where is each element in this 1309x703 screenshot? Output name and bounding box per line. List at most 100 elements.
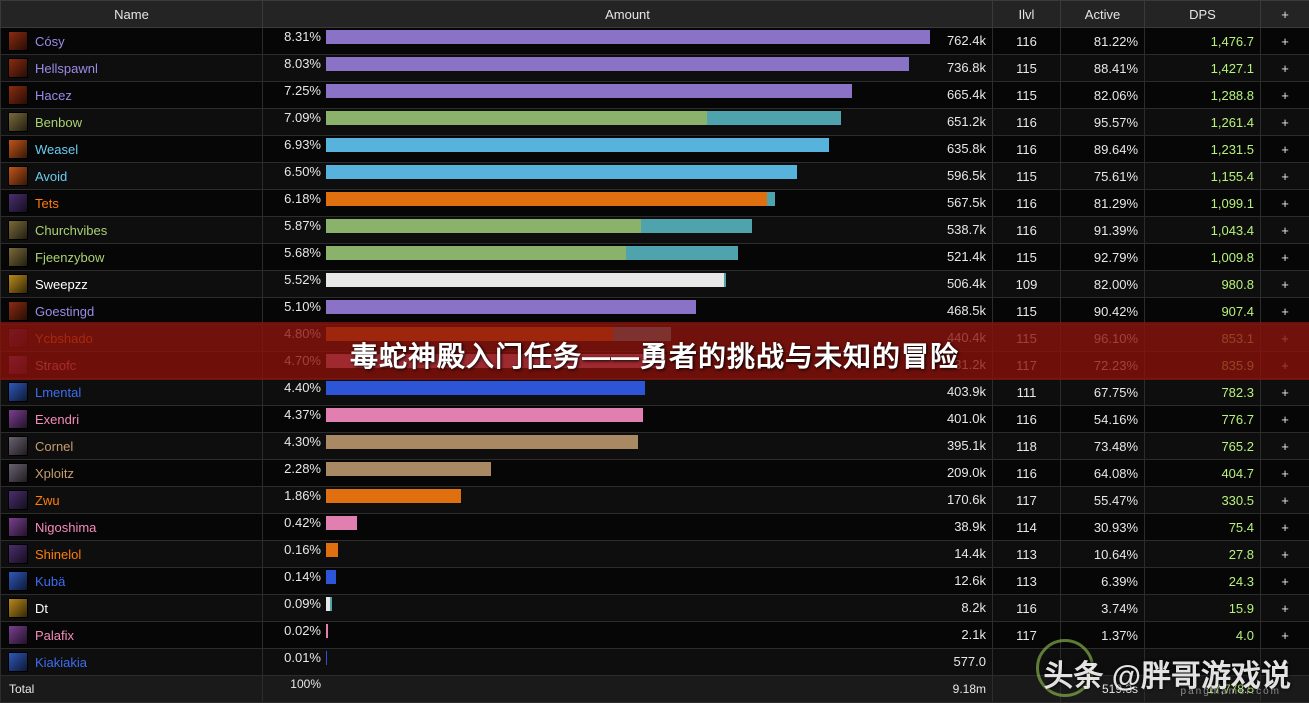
player-name[interactable]: Nigoshima xyxy=(35,519,97,535)
damage-percent: 0.01% xyxy=(284,650,321,666)
amount-cell: 7.25% 665.4k xyxy=(262,81,993,109)
damage-bar-segment xyxy=(326,623,328,638)
player-name-cell[interactable]: Hacez xyxy=(0,81,263,109)
player-name-cell[interactable]: Kiakiakia xyxy=(0,648,263,676)
add-button[interactable]: + xyxy=(1260,378,1309,406)
table-row[interactable]: Goestingd 5.10% 468.5k 115 90.42% 907.4 … xyxy=(0,297,1309,325)
add-button[interactable]: + xyxy=(1260,540,1309,568)
add-button[interactable]: + xyxy=(1260,513,1309,541)
player-name-cell[interactable]: Sweepzz xyxy=(0,270,263,298)
column-header-add[interactable]: + xyxy=(1260,0,1309,28)
add-button[interactable]: + xyxy=(1260,297,1309,325)
add-button[interactable]: + xyxy=(1260,81,1309,109)
table-row[interactable]: Sweepzz 5.52% 506.4k 109 82.00% 980.8 + xyxy=(0,270,1309,298)
player-name[interactable]: Cornel xyxy=(35,438,74,454)
player-name-cell[interactable]: Benbow xyxy=(0,108,263,136)
player-name-cell[interactable]: Fjeenzybow xyxy=(0,243,263,271)
player-name-cell[interactable]: Churchvibes xyxy=(0,216,263,244)
add-button[interactable]: + xyxy=(1260,216,1309,244)
player-name-cell[interactable]: Nigoshima xyxy=(0,513,263,541)
player-name-cell[interactable]: Cósy xyxy=(0,27,263,55)
table-row[interactable]: Exendri 4.37% 401.0k 116 54.16% 776.7 + xyxy=(0,405,1309,433)
table-row[interactable]: Cósy 8.31% 762.4k 116 81.22% 1,476.7 + xyxy=(0,27,1309,55)
player-name-cell[interactable]: Xploitz xyxy=(0,459,263,487)
player-name-cell[interactable]: Weasel xyxy=(0,135,263,163)
player-name[interactable]: Shinelol xyxy=(35,546,82,562)
column-header-dps[interactable]: DPS xyxy=(1144,0,1261,28)
add-button[interactable]: + xyxy=(1260,189,1309,217)
column-header-ilvl[interactable]: Ilvl xyxy=(992,0,1061,28)
player-name[interactable]: Hacez xyxy=(35,87,72,103)
add-button[interactable]: + xyxy=(1260,243,1309,271)
add-button[interactable]: + xyxy=(1260,54,1309,82)
player-name[interactable]: Avoid xyxy=(35,168,68,184)
table-row[interactable]: Cornel 4.30% 395.1k 118 73.48% 765.2 + xyxy=(0,432,1309,460)
player-name[interactable]: Tets xyxy=(35,195,59,211)
add-button[interactable]: + xyxy=(1260,108,1309,136)
table-row[interactable]: Churchvibes 5.87% 538.7k 116 91.39% 1,04… xyxy=(0,216,1309,244)
player-name-cell[interactable]: Dt xyxy=(0,594,263,622)
table-row[interactable]: Benbow 7.09% 651.2k 116 95.57% 1,261.4 + xyxy=(0,108,1309,136)
player-name-cell[interactable]: Tets xyxy=(0,189,263,217)
column-header-name[interactable]: Name xyxy=(0,0,263,28)
player-name[interactable]: Exendri xyxy=(35,411,80,427)
player-name[interactable]: Lmental xyxy=(35,384,82,400)
player-name[interactable]: Xploitz xyxy=(35,465,75,481)
table-row[interactable]: Palafix 0.02% 2.1k 117 1.37% 4.0 + xyxy=(0,621,1309,649)
table-row[interactable]: Nigoshima 0.42% 38.9k 114 30.93% 75.4 + xyxy=(0,513,1309,541)
damage-amount: 8.2k xyxy=(961,600,986,615)
add-button[interactable]: + xyxy=(1260,135,1309,163)
add-button[interactable]: + xyxy=(1260,27,1309,55)
add-button[interactable]: + xyxy=(1260,486,1309,514)
dps-value: 782.3 xyxy=(1144,378,1261,406)
add-button[interactable]: + xyxy=(1260,594,1309,622)
column-header-active[interactable]: Active xyxy=(1060,0,1145,28)
player-name-cell[interactable]: Cornel xyxy=(0,432,263,460)
table-row[interactable]: Weasel 6.93% 635.8k 116 89.64% 1,231.5 + xyxy=(0,135,1309,163)
table-row[interactable]: Hacez 7.25% 665.4k 115 82.06% 1,288.8 + xyxy=(0,81,1309,109)
player-name[interactable]: Zwu xyxy=(35,492,60,508)
add-button[interactable]: + xyxy=(1260,621,1309,649)
table-row[interactable]: Fjeenzybow 5.68% 521.4k 115 92.79% 1,009… xyxy=(0,243,1309,271)
add-button[interactable]: + xyxy=(1260,432,1309,460)
table-row[interactable]: Hellspawnl 8.03% 736.8k 115 88.41% 1,427… xyxy=(0,54,1309,82)
player-name[interactable]: Fjeenzybow xyxy=(35,249,105,265)
player-name-cell[interactable]: Exendri xyxy=(0,405,263,433)
table-row[interactable]: Avoid 6.50% 596.5k 115 75.61% 1,155.4 + xyxy=(0,162,1309,190)
player-name-cell[interactable]: Palafix xyxy=(0,621,263,649)
player-name[interactable]: Kubä xyxy=(35,573,66,589)
player-name[interactable]: Cósy xyxy=(35,33,65,49)
add-button[interactable]: + xyxy=(1260,405,1309,433)
table-row[interactable]: Xploitz 2.28% 209.0k 116 64.08% 404.7 + xyxy=(0,459,1309,487)
player-name[interactable]: Weasel xyxy=(35,141,79,157)
player-name[interactable]: Sweepzz xyxy=(35,276,88,292)
player-name[interactable]: Kiakiakia xyxy=(35,654,88,670)
player-name-cell[interactable]: Goestingd xyxy=(0,297,263,325)
player-name[interactable]: Benbow xyxy=(35,114,82,130)
player-name-cell[interactable]: Kubä xyxy=(0,567,263,595)
player-name-cell[interactable]: Hellspawnl xyxy=(0,54,263,82)
column-header-amount[interactable]: Amount xyxy=(262,0,993,28)
table-row[interactable]: Dt 0.09% 8.2k 116 3.74% 15.9 + xyxy=(0,594,1309,622)
damage-percent: 2.28% xyxy=(284,461,321,477)
player-name[interactable]: Goestingd xyxy=(35,303,95,319)
player-name[interactable]: Palafix xyxy=(35,627,75,643)
damage-percent: 0.02% xyxy=(284,623,321,639)
add-button[interactable]: + xyxy=(1260,459,1309,487)
add-button[interactable]: + xyxy=(1260,270,1309,298)
table-row[interactable]: Shinelol 0.16% 14.4k 113 10.64% 27.8 + xyxy=(0,540,1309,568)
player-name-cell[interactable]: Shinelol xyxy=(0,540,263,568)
table-row[interactable]: Kubä 0.14% 12.6k 113 6.39% 24.3 + xyxy=(0,567,1309,595)
table-row[interactable]: Tets 6.18% 567.5k 116 81.29% 1,099.1 + xyxy=(0,189,1309,217)
player-name[interactable]: Dt xyxy=(35,600,48,616)
player-name-cell[interactable]: Zwu xyxy=(0,486,263,514)
table-row[interactable]: Lmental 4.40% 403.9k 111 67.75% 782.3 + xyxy=(0,378,1309,406)
add-button[interactable]: + xyxy=(1260,567,1309,595)
player-name-cell[interactable]: Avoid xyxy=(0,162,263,190)
player-name[interactable]: Churchvibes xyxy=(35,222,108,238)
add-button[interactable]: + xyxy=(1260,162,1309,190)
add-button[interactable]: + xyxy=(1260,648,1309,676)
player-name-cell[interactable]: Lmental xyxy=(0,378,263,406)
player-name[interactable]: Hellspawnl xyxy=(35,60,98,76)
table-row[interactable]: Zwu 1.86% 170.6k 117 55.47% 330.5 + xyxy=(0,486,1309,514)
